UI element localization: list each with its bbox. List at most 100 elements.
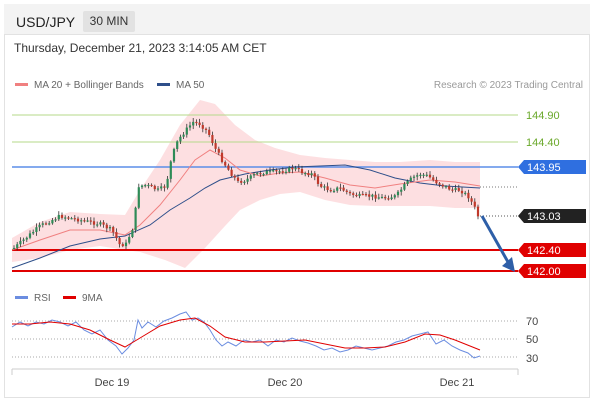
candle-body [339,187,342,189]
candle-body [272,170,275,172]
candle-body [89,220,92,222]
candle-body [403,183,406,190]
candle-body [361,193,364,196]
candle-body [380,196,384,199]
candle-body [32,231,35,234]
candle-body [268,170,272,172]
ma20-swatch [15,82,28,86]
candle-body [422,174,425,176]
candle-body [227,165,230,170]
candle-body [179,136,182,142]
candle-body [284,171,288,173]
candle-body [432,177,435,180]
rsi9-label: 9MA [82,293,103,304]
candle-body [400,189,403,192]
candle-body [64,217,67,219]
candle-body [396,191,400,196]
candle-body [67,217,70,219]
symbol-label: USD/JPY [16,14,76,30]
candle-body [156,188,160,190]
legend-ma20: MA 20 + Bollinger Bands [15,80,144,91]
chart-header: USD/JPY 30 MIN [4,4,590,35]
candle-body [153,185,156,190]
candle-body [96,224,99,226]
candle-body [83,220,86,222]
candle-body [102,222,105,225]
candle-body [41,223,44,225]
bollinger-band [12,100,480,268]
candle-body [288,167,291,172]
candle-body [336,187,339,191]
candle-body [236,177,240,181]
level-label-143.03: 143.03 [527,211,561,223]
candle-body [38,224,41,228]
candle-body [128,237,131,243]
level-label-142.00: 142.00 [527,266,561,278]
level-badge-142.00 [518,264,586,278]
candle-body [192,121,195,126]
candle-body [278,171,281,173]
ma50-swatch [157,82,170,86]
candle-body [329,190,332,192]
candle-body [86,220,89,222]
candle-body [108,227,112,229]
ma20-line [11,149,481,251]
candle-body [345,190,348,192]
rsi-tick-70: 70 [526,316,538,328]
candle-body [441,184,444,187]
candle-body [204,128,208,130]
legend-ma50: MA 50 [157,80,204,91]
candle-body [80,220,83,222]
candle-body [300,169,304,174]
candle-body [28,233,32,238]
legend-rsi: RSI [15,293,51,304]
candle-body [297,167,300,170]
candle-body [214,143,217,149]
candle-body [371,194,374,197]
candle-body [233,175,236,178]
candle-body [19,240,22,245]
timeframe-badge[interactable]: 30 MIN [83,11,135,32]
candle-body [473,201,476,207]
candle-body [467,192,470,199]
candle-body [412,176,416,178]
candle-body [76,218,80,222]
candle-body [70,218,73,220]
candle-body [470,198,473,202]
candle-body [220,152,224,162]
rsi-tick-50: 50 [526,334,538,346]
candle-body [304,172,307,175]
candle-body [262,174,265,176]
candle-body [355,194,358,197]
ma50-line [11,164,481,269]
candle-body [332,190,336,192]
level-badge-143.03 [518,209,586,223]
candle-body [99,222,102,225]
candle-body [243,181,246,183]
candle-body [169,161,172,179]
candle-body [51,219,54,224]
level-label-142.40: 142.40 [527,245,561,257]
legend-rsi9: 9MA [63,293,103,304]
candle-body [387,198,390,200]
candle-body [259,173,262,175]
candle-body [211,134,214,144]
candle-body [112,227,115,233]
candle-body [476,206,480,217]
candle-body [115,232,118,239]
candle-body [390,197,393,200]
candle-body [454,188,457,190]
candle-body [54,219,57,221]
candle-body [320,183,323,187]
candle-body [252,174,256,176]
projection-arrow [480,215,510,263]
candle-body [208,129,211,135]
candle-body [416,175,419,177]
candle-body [384,196,387,199]
candle-body [140,185,144,188]
candle-body [348,191,352,194]
candle-body [256,173,259,175]
candle-body [105,224,108,229]
candle-body [342,187,345,191]
